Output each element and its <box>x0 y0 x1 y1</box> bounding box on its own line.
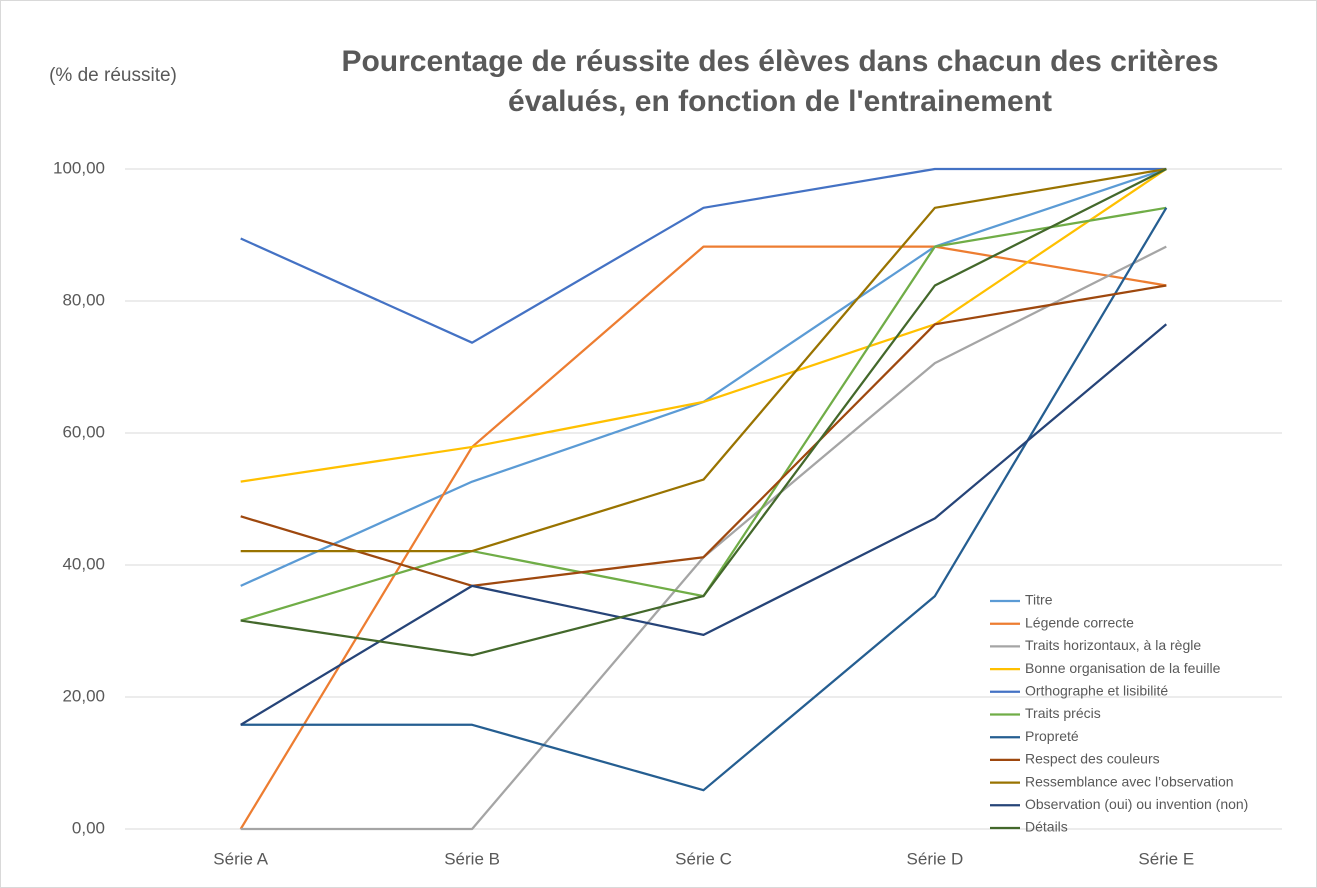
legend-label: Légende correcte <box>1025 614 1134 630</box>
series-line <box>240 284 1167 587</box>
x-tick-label: Série B <box>444 849 500 868</box>
y-tick-label: 80,00 <box>62 290 105 309</box>
series-line <box>240 207 1168 792</box>
x-tick-label: Série E <box>1138 849 1194 868</box>
series-line <box>240 167 1167 553</box>
y-tick-label: 60,00 <box>62 422 105 441</box>
legend-label: Propreté <box>1025 728 1079 744</box>
legend-label: Respect des couleurs <box>1025 751 1160 767</box>
series-line <box>240 167 1167 344</box>
y-tick-label: 0,00 <box>72 818 105 837</box>
legend-label: Observation (oui) ou invention (non) <box>1025 796 1248 812</box>
x-tick-label: Série C <box>675 849 732 868</box>
y-axis-label: (% de réussite) <box>49 65 177 86</box>
legend-label: Bonne organisation de la feuille <box>1025 660 1221 676</box>
legend-label: Titre <box>1025 592 1053 608</box>
series-line <box>240 168 1167 483</box>
chart-title: Pourcentage de réussite des élèves dans … <box>341 45 1219 118</box>
series-line <box>240 323 1168 726</box>
legend-label: Orthographe et lisibilité <box>1025 683 1168 699</box>
series-line <box>240 167 1167 657</box>
legend-label: Détails <box>1025 819 1068 835</box>
legend-label: Traits horizontaux, à la règle <box>1025 637 1201 653</box>
y-tick-label: 40,00 <box>62 554 105 573</box>
x-tick-label: Série A <box>213 849 268 868</box>
x-tick-label: Série D <box>907 849 964 868</box>
legend-label: Ressemblance avec l’observation <box>1025 773 1234 789</box>
legend-label: Traits précis <box>1025 705 1101 721</box>
y-tick-label: 20,00 <box>62 686 105 705</box>
y-tick-label: 100,00 <box>53 158 105 177</box>
